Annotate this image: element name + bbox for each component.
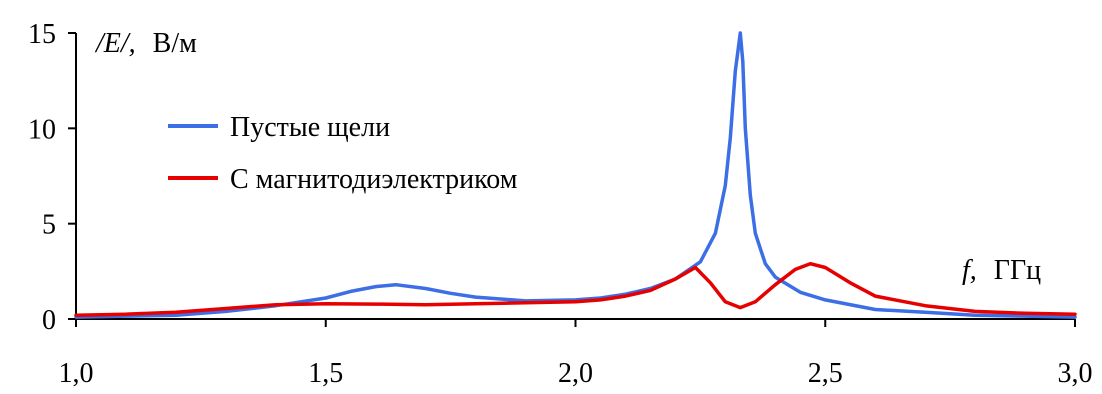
x-tick-label: 1,5 [308,358,343,389]
y-tick-label: 5 [42,210,56,241]
axes: 0 5 10 15 1,0 1,5 2,0 2,5 3,0 [28,19,1093,389]
y-tick-label: 0 [42,305,56,336]
y-axis-unit: В/м [153,28,197,59]
x-tick-label: 2,0 [558,358,593,389]
x-tick-label: 3,0 [1058,358,1093,389]
series-line-2 [74,261,1077,317]
y-tick-label: 10 [28,114,56,145]
x-tick-label: 2,5 [808,358,843,389]
legend-label-series-2: С магнитодиэлектриком [230,164,518,195]
svg-text:f, ГГц: f, ГГц [962,255,1041,286]
y-axis-title: /E/, В/м [94,28,197,59]
y-tick-label: 15 [28,19,56,50]
x-axis-symbol: f, [962,255,977,286]
x-axis-unit: ГГц [994,255,1041,286]
x-axis-title: f, ГГц [962,255,1041,286]
series-layer [74,31,1077,319]
legend-label-series-1: Пустые щели [230,112,390,143]
series-line-1 [74,31,1077,319]
x-tick-label: 1,0 [59,358,94,389]
legend: Пустые щели С магнитодиэлектриком [168,112,518,195]
svg-text:/E/, В/м: /E/, В/м [94,28,197,59]
y-axis-symbol: /E/, [94,28,136,59]
